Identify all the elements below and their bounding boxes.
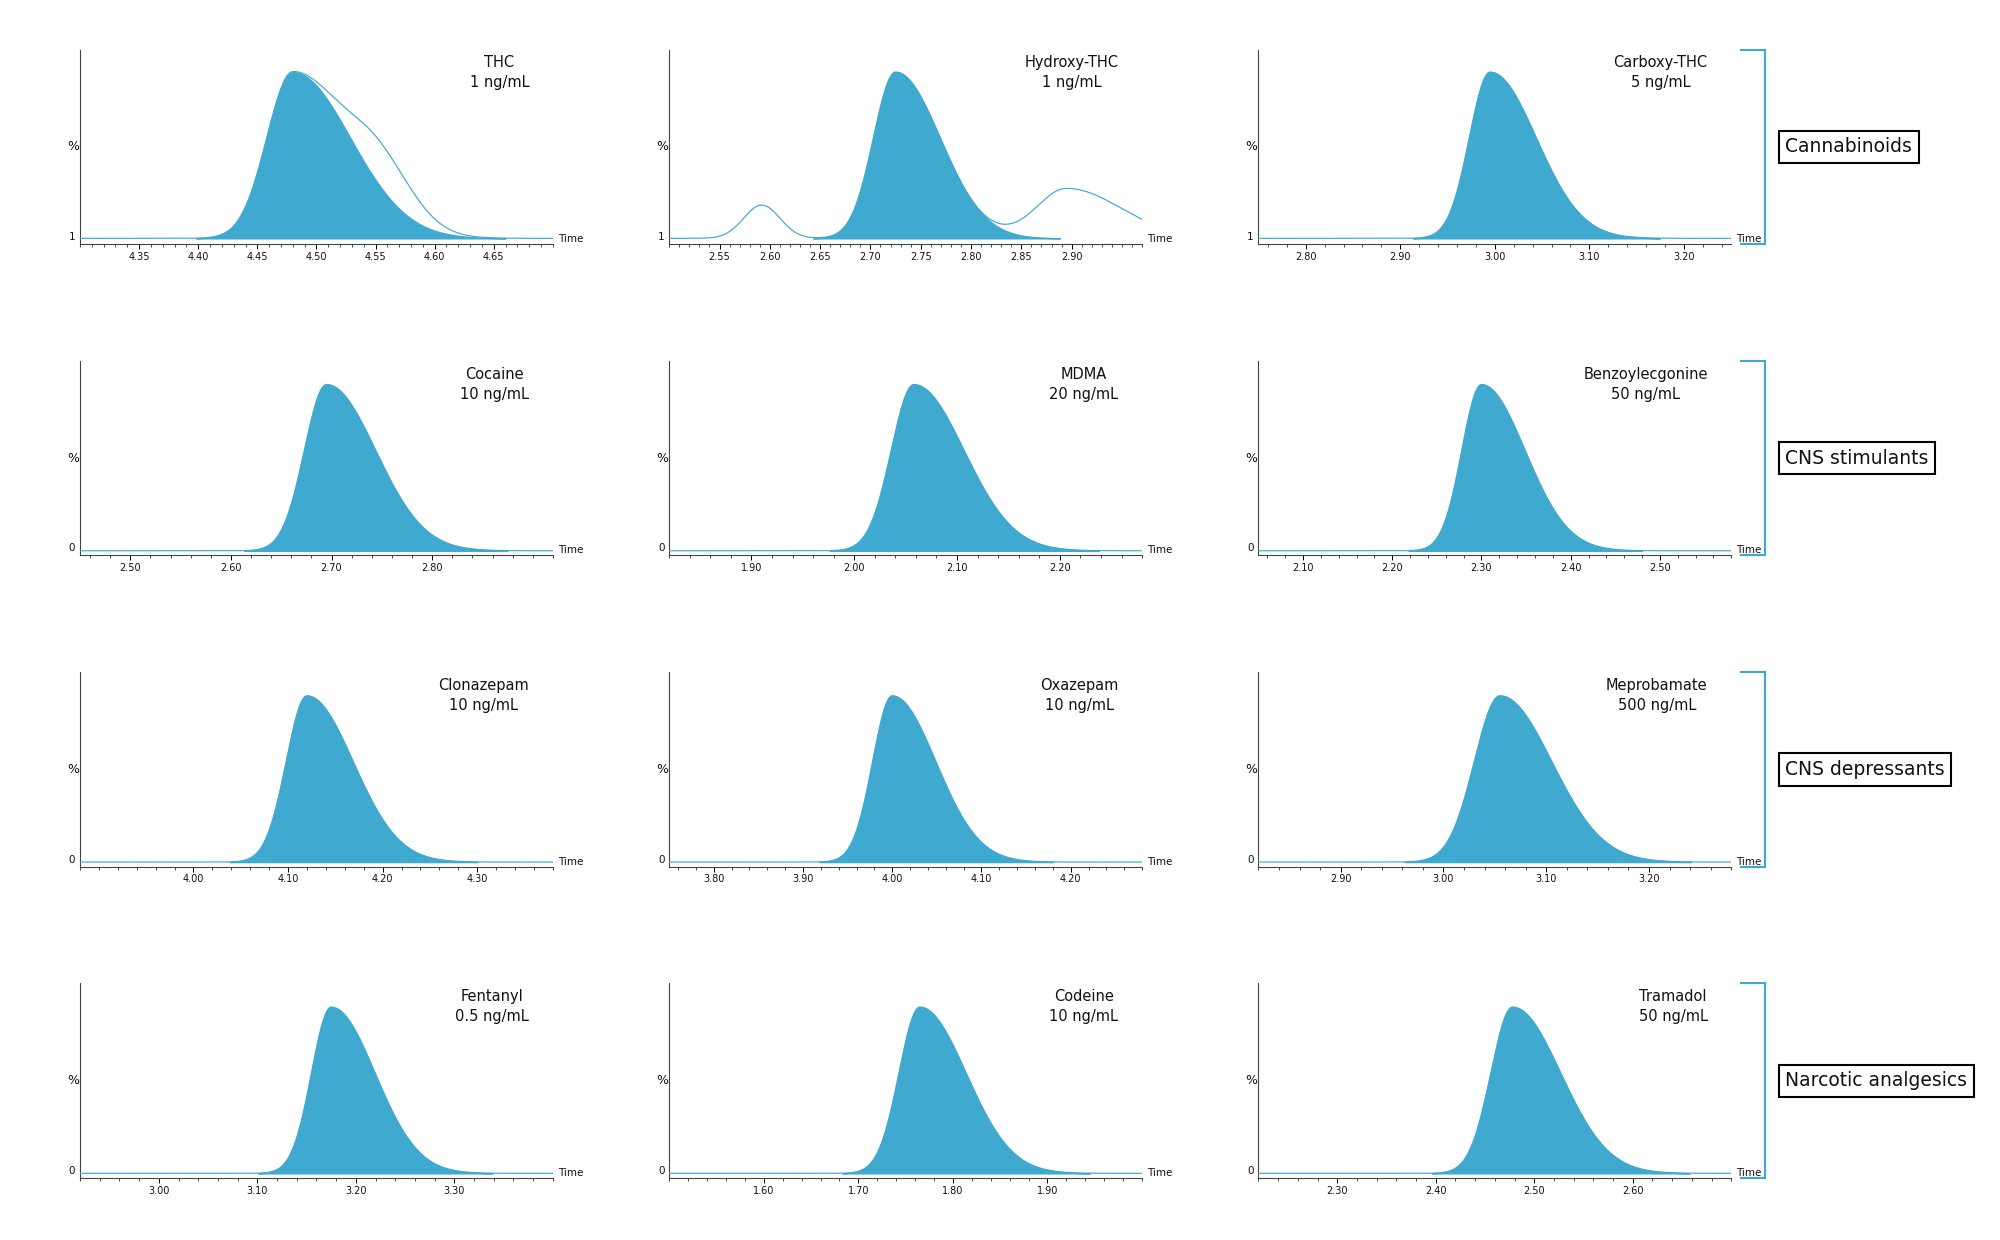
Y-axis label: %: % [656,1074,668,1087]
Text: Oxazepam
10 ng/mL: Oxazepam 10 ng/mL [1040,678,1118,713]
Text: CNS depressants: CNS depressants [1786,760,1944,779]
Text: Time: Time [1736,234,1762,244]
Text: Codeine
10 ng/mL: Codeine 10 ng/mL [1050,990,1118,1024]
Text: Time: Time [1736,1168,1762,1178]
Text: 0: 0 [68,854,76,864]
Text: 1: 1 [68,232,76,242]
Text: Carboxy-THC
5 ng/mL: Carboxy-THC 5 ng/mL [1614,56,1708,91]
Text: Benzoylecgonine
50 ng/mL: Benzoylecgonine 50 ng/mL [1584,367,1708,402]
Y-axis label: %: % [1246,1074,1258,1087]
Text: 0: 0 [1248,854,1254,864]
Text: CNS stimulants: CNS stimulants [1786,449,1928,467]
Text: Hydroxy-THC
1 ng/mL: Hydroxy-THC 1 ng/mL [1024,56,1118,91]
Text: Narcotic analgesics: Narcotic analgesics [1786,1071,1968,1090]
Y-axis label: %: % [656,140,668,154]
Text: Cocaine
10 ng/mL: Cocaine 10 ng/mL [460,367,530,402]
Text: Time: Time [558,857,582,867]
Text: Time: Time [1146,857,1172,867]
Y-axis label: %: % [68,451,80,465]
Text: Meprobamate
500 ng/mL: Meprobamate 500 ng/mL [1606,678,1708,713]
Text: Time: Time [558,234,582,244]
Y-axis label: %: % [1246,140,1258,154]
Text: Time: Time [1736,857,1762,867]
Text: 0: 0 [68,543,76,553]
Text: Time: Time [1146,546,1172,556]
Text: 0: 0 [658,854,664,864]
Y-axis label: %: % [68,1074,80,1087]
Y-axis label: %: % [68,140,80,154]
Text: Fentanyl
0.5 ng/mL: Fentanyl 0.5 ng/mL [456,990,530,1024]
Text: 0: 0 [68,1166,76,1176]
Y-axis label: %: % [1246,451,1258,465]
Text: Time: Time [1146,234,1172,244]
Text: Tramadol
50 ng/mL: Tramadol 50 ng/mL [1638,990,1708,1024]
Y-axis label: %: % [656,451,668,465]
Text: 0: 0 [658,1166,664,1176]
Text: MDMA
20 ng/mL: MDMA 20 ng/mL [1050,367,1118,402]
Y-axis label: %: % [68,763,80,776]
Y-axis label: %: % [656,763,668,776]
Y-axis label: %: % [1246,763,1258,776]
Text: 1: 1 [1248,232,1254,242]
Text: Cannabinoids: Cannabinoids [1786,138,1912,156]
Text: Time: Time [1146,1168,1172,1178]
Text: Time: Time [558,546,582,556]
Text: 0: 0 [1248,543,1254,553]
Text: Clonazepam
10 ng/mL: Clonazepam 10 ng/mL [438,678,530,713]
Text: Time: Time [558,1168,582,1178]
Text: 0: 0 [1248,1166,1254,1176]
Text: 0: 0 [658,543,664,553]
Text: 1: 1 [658,232,664,242]
Text: THC
1 ng/mL: THC 1 ng/mL [470,56,530,91]
Text: Time: Time [1736,546,1762,556]
